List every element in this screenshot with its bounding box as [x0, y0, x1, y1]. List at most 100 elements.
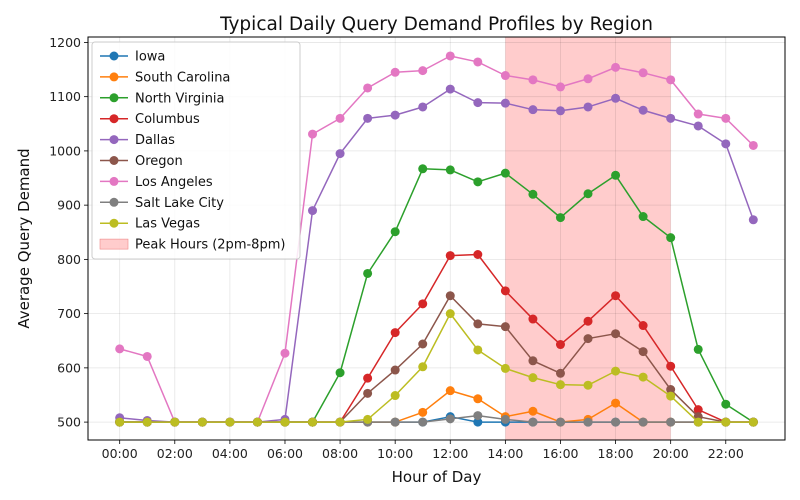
legend-item: South Carolina: [100, 70, 230, 85]
legend-swatch-marker: [109, 176, 119, 186]
data-point-los-angeles: [390, 67, 400, 77]
data-point-oregon: [666, 385, 676, 395]
data-point-las-vegas: [197, 417, 207, 427]
legend-swatch-marker: [109, 135, 119, 145]
data-point-north-virginia: [390, 227, 400, 237]
data-point-columbus: [693, 405, 703, 415]
data-point-dallas: [583, 102, 593, 112]
x-tick-label: 12:00: [432, 446, 468, 461]
data-point-north-virginia: [693, 344, 703, 354]
data-point-los-angeles: [418, 66, 428, 76]
legend-swatch-marker: [109, 93, 119, 103]
data-point-oregon: [583, 334, 593, 344]
legend-label: Las Vegas: [135, 217, 200, 232]
data-point-los-angeles: [115, 344, 125, 354]
data-point-north-virginia: [721, 399, 731, 409]
data-point-salt-lake-city: [390, 417, 400, 427]
x-tick-label: 16:00: [542, 446, 578, 461]
y-axis-title: Average Query Demand: [15, 148, 33, 328]
legend-box: [91, 41, 301, 260]
x-tick-label: 04:00: [212, 446, 248, 461]
data-point-los-angeles: [638, 68, 648, 78]
data-point-dallas: [693, 121, 703, 131]
data-point-los-angeles: [748, 140, 758, 150]
data-point-las-vegas: [583, 380, 593, 390]
y-tick-label: 500: [57, 415, 81, 430]
y-tick-label: 700: [57, 306, 81, 321]
legend-swatch-marker: [109, 156, 119, 165]
data-point-las-vegas: [280, 417, 290, 427]
data-point-las-vegas: [666, 391, 676, 401]
data-point-las-vegas: [225, 417, 235, 427]
legend-label: Oregon: [135, 154, 183, 169]
data-point-columbus: [500, 286, 510, 296]
data-point-los-angeles: [528, 75, 538, 85]
y-tick-label: 800: [57, 252, 81, 267]
x-tick-label: 20:00: [653, 446, 689, 461]
legend-swatch-marker: [109, 51, 119, 61]
data-point-las-vegas: [693, 417, 703, 427]
x-tick-label: 00:00: [102, 446, 138, 461]
data-point-las-vegas: [528, 373, 538, 383]
data-point-oregon: [611, 329, 621, 339]
legend-label: Columbus: [135, 112, 200, 127]
data-point-north-virginia: [363, 268, 373, 278]
data-point-north-virginia: [555, 213, 565, 223]
legend-label: Iowa: [135, 50, 165, 65]
data-point-columbus: [666, 361, 676, 371]
data-point-las-vegas: [142, 417, 152, 427]
data-point-columbus: [528, 314, 538, 324]
legend-item: Iowa: [100, 50, 165, 65]
data-point-las-vegas: [638, 372, 648, 382]
data-point-los-angeles: [280, 348, 290, 358]
data-point-los-angeles: [500, 71, 510, 81]
data-point-salt-lake-city: [500, 414, 510, 424]
data-point-south-carolina: [418, 407, 428, 417]
legend-item: Los Angeles: [100, 175, 213, 190]
data-point-dallas: [308, 206, 318, 216]
legend-label: Los Angeles: [135, 175, 213, 190]
data-point-dallas: [335, 149, 345, 159]
x-tick-label: 14:00: [487, 446, 523, 461]
data-point-las-vegas: [445, 309, 455, 319]
y-tick-label: 600: [57, 360, 81, 375]
data-point-dallas: [390, 110, 400, 120]
plot-frame: [87, 36, 786, 441]
data-point-north-virginia: [528, 189, 538, 199]
x-tick-label: 10:00: [377, 446, 413, 461]
data-point-los-angeles: [142, 351, 152, 361]
x-tick-label: 08:00: [322, 446, 358, 461]
legend-label: North Virginia: [135, 91, 225, 106]
legend-item: Salt Lake City: [100, 196, 224, 211]
legend-swatch-marker: [109, 218, 119, 228]
data-point-columbus: [418, 299, 428, 309]
data-point-los-angeles: [335, 113, 345, 123]
data-point-dallas: [445, 84, 455, 94]
data-point-las-vegas: [115, 417, 125, 427]
data-point-north-virginia: [418, 164, 428, 174]
series-line-las-vegas: [119, 312, 754, 423]
data-point-las-vegas: [555, 380, 565, 390]
data-point-los-angeles: [693, 109, 703, 119]
data-point-las-vegas: [418, 362, 428, 372]
data-point-las-vegas: [308, 417, 318, 427]
legend-swatch-shading: [99, 238, 129, 250]
data-point-north-virginia: [335, 368, 345, 378]
data-point-iowa: [473, 417, 483, 427]
data-point-salt-lake-city: [638, 417, 648, 427]
data-point-oregon: [638, 347, 648, 357]
data-point-las-vegas: [363, 414, 373, 424]
data-point-columbus: [363, 373, 373, 383]
data-point-los-angeles: [445, 51, 455, 61]
data-point-salt-lake-city: [611, 417, 621, 427]
data-point-salt-lake-city: [555, 417, 565, 427]
legend-swatch-marker: [109, 72, 119, 82]
data-point-north-virginia: [666, 233, 676, 243]
data-point-salt-lake-city: [583, 417, 593, 427]
data-point-north-virginia: [611, 170, 621, 180]
data-point-los-angeles: [555, 82, 565, 92]
y-tick-label: 1100: [49, 89, 81, 104]
data-point-dallas: [363, 113, 373, 123]
data-point-dallas: [748, 215, 758, 225]
